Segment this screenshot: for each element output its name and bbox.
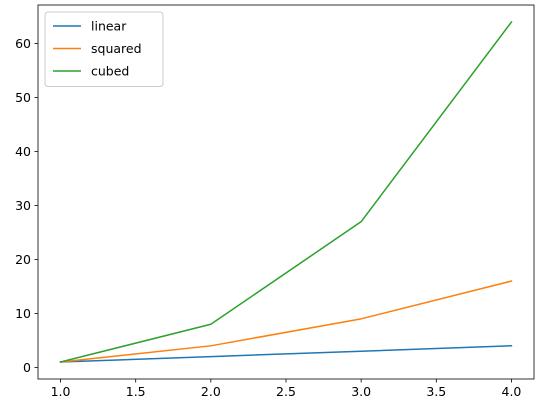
x-axis: 1.0 1.5 2.0 2.5 3.0 3.5 4.0: [51, 379, 522, 399]
x-tick-label: 1.0: [51, 384, 71, 399]
x-tick-label: 3.0: [351, 384, 371, 399]
y-tick-label: 0: [23, 360, 31, 375]
series-line-linear: [59, 345, 513, 363]
legend-label-squared: squared: [91, 41, 142, 56]
series-line-cubed: [59, 20, 513, 363]
x-tick-label: 2.0: [201, 384, 221, 399]
legend: linear squared cubed: [44, 11, 164, 87]
x-tick-label: 3.5: [426, 384, 446, 399]
series-layer: [59, 20, 513, 363]
y-tick-label: 30: [15, 198, 31, 213]
y-tick-label: 60: [15, 36, 31, 51]
series-line-squared: [59, 280, 513, 363]
y-axis: 0 10 20 30 40 50 60: [15, 36, 38, 375]
x-tick-label: 1.5: [126, 384, 146, 399]
legend-label-linear: linear: [91, 19, 127, 34]
y-tick-label: 50: [15, 90, 31, 105]
legend-box: [44, 11, 164, 87]
legend-label-cubed: cubed: [91, 64, 129, 79]
x-tick-label: 2.5: [276, 384, 296, 399]
y-tick-label: 10: [15, 306, 31, 321]
y-tick-label: 40: [15, 144, 31, 159]
x-tick-label: 4.0: [502, 384, 522, 399]
y-tick-label: 20: [15, 252, 31, 267]
